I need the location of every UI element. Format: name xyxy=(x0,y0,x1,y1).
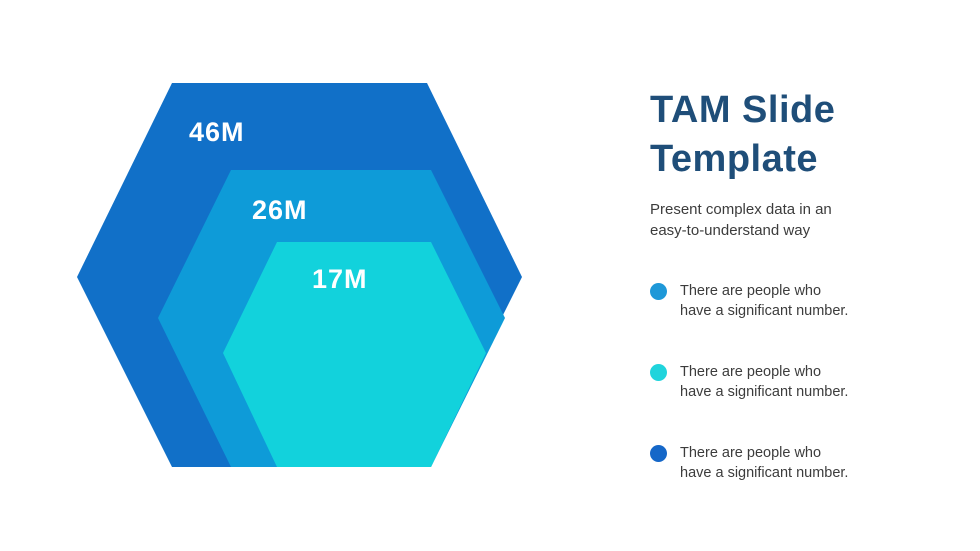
hexagon-label-46m: 46M xyxy=(189,117,245,147)
circle-bullet-icon xyxy=(650,364,667,381)
page-subtitle: Present complex data in an easy-to-under… xyxy=(650,199,960,241)
bullet-text-line-1: There are people who xyxy=(680,283,822,299)
content-column: TAM Slide Template Present complex data … xyxy=(650,86,960,524)
bullet-text-line-1: There are people who xyxy=(680,445,822,461)
hexagon-inner-17m xyxy=(223,242,486,467)
bullet-text-line-2: have a significant number. xyxy=(680,465,849,481)
page-subtitle-line-1: Present complex data in an xyxy=(650,201,832,218)
bullet-text: There are people who have a significant … xyxy=(680,281,848,321)
bullet-list: There are people who have a significant … xyxy=(650,281,960,483)
page-title: TAM Slide Template xyxy=(650,86,960,184)
bullet-text-line-2: have a significant number. xyxy=(680,303,849,319)
bullet-item-2: There are people who have a significant … xyxy=(650,362,960,402)
bullet-item-3: There are people who have a significant … xyxy=(650,443,960,483)
hexagon-label-17m: 17M xyxy=(312,264,368,294)
tam-nested-hexagon-chart: 46M 26M 17M xyxy=(77,83,522,467)
page-title-line-2: Template xyxy=(650,138,819,180)
bullet-text-line-2: have a significant number. xyxy=(680,384,849,400)
page-title-line-1: TAM Slide xyxy=(650,89,836,131)
bullet-text: There are people who have a significant … xyxy=(680,362,848,402)
circle-bullet-icon xyxy=(650,445,667,462)
hexagon-label-26m: 26M xyxy=(252,195,308,225)
bullet-item-1: There are people who have a significant … xyxy=(650,281,960,321)
page-subtitle-line-2: easy-to-understand way xyxy=(650,222,811,239)
circle-bullet-icon xyxy=(650,283,667,300)
bullet-text-line-1: There are people who xyxy=(680,364,822,380)
bullet-text: There are people who have a significant … xyxy=(680,443,848,483)
